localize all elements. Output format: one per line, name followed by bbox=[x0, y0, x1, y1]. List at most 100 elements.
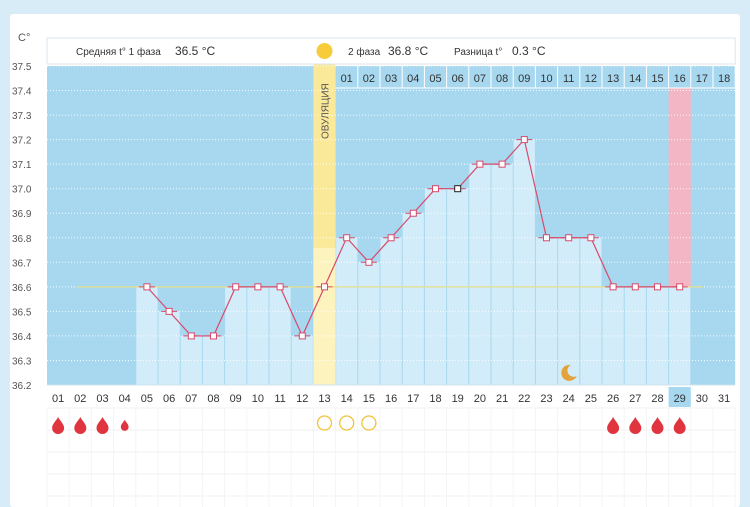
temperature-column bbox=[491, 164, 513, 385]
cycle-day-label: 27 bbox=[629, 393, 641, 405]
temperature-point[interactable] bbox=[387, 234, 395, 242]
temperature-point[interactable] bbox=[232, 283, 240, 291]
cycle-day-label: 21 bbox=[496, 393, 508, 405]
temperature-point[interactable] bbox=[654, 283, 661, 291]
phase1-label: Средняя t° 1 фаза bbox=[76, 46, 161, 58]
temperature-point[interactable] bbox=[165, 307, 173, 315]
highlighted-day-column bbox=[668, 88, 691, 287]
temperature-column bbox=[602, 286, 624, 385]
y-tick-label: 37.4 bbox=[12, 87, 32, 98]
cycle-day-label: 06 bbox=[163, 393, 175, 405]
highlighted-day-cell bbox=[668, 387, 691, 407]
cycle-day-label: 16 bbox=[385, 393, 397, 405]
temperature-point[interactable] bbox=[409, 209, 417, 217]
cycle-day-label: 24 bbox=[563, 393, 575, 405]
temperature-point[interactable] bbox=[343, 234, 351, 242]
cycle-day-label: 25 bbox=[585, 393, 597, 405]
cycle-day-label: 29 bbox=[674, 393, 686, 405]
temperature-point[interactable] bbox=[365, 258, 373, 266]
phase2-day-label: 17 bbox=[696, 73, 708, 85]
ovulation-ring-icon bbox=[361, 415, 377, 431]
phase2-day-label: 04 bbox=[407, 73, 419, 85]
y-unit-label: C° bbox=[18, 32, 30, 44]
temperature-point[interactable] bbox=[143, 283, 151, 291]
cycle-day-label: 07 bbox=[185, 393, 197, 405]
temperature-point[interactable] bbox=[520, 136, 528, 144]
blood-drop-icon bbox=[74, 417, 87, 434]
phase2-day-label: 11 bbox=[563, 73, 574, 85]
cycle-day-label: 09 bbox=[230, 393, 242, 405]
temperature-column bbox=[225, 286, 247, 385]
y-tick-label: 36.2 bbox=[12, 381, 32, 392]
phase2-day-label: 12 bbox=[585, 73, 597, 85]
cycle-day-label: 11 bbox=[274, 393, 285, 405]
temperature-point[interactable] bbox=[543, 234, 550, 242]
temperature-point[interactable] bbox=[565, 234, 573, 242]
cycle-day-label: 28 bbox=[651, 393, 663, 405]
phase2-day-label: 06 bbox=[452, 73, 464, 85]
phase2-day-label: 09 bbox=[518, 73, 530, 85]
moon-icon bbox=[561, 364, 577, 381]
diff-label: Разница t° bbox=[454, 47, 502, 58]
chart-card: 36.2 36.3 36.4 36.5 36.6 36.7 36.8 36.9 37.0 37.1… bbox=[10, 14, 740, 507]
temperature-point[interactable] bbox=[321, 283, 328, 291]
temperature-column bbox=[669, 286, 691, 385]
diff-value: 0.3 °C bbox=[512, 44, 546, 58]
cycle-day-label: 31 bbox=[718, 393, 730, 405]
y-tick-label: 36.4 bbox=[12, 332, 32, 343]
cycle-day-label: 02 bbox=[74, 393, 86, 405]
blood-drop-icon bbox=[96, 417, 109, 434]
temperature-column bbox=[535, 237, 558, 385]
y-tick-label: 36.6 bbox=[12, 283, 32, 294]
y-tick-label: 36.5 bbox=[12, 307, 32, 318]
temperature-point[interactable] bbox=[476, 160, 484, 168]
cycle-day-label: 23 bbox=[540, 393, 552, 405]
temperature-column bbox=[402, 213, 424, 385]
temperature-column bbox=[269, 286, 291, 385]
temperature-point[interactable] bbox=[587, 234, 595, 242]
phase2-day-label: 10 bbox=[540, 73, 552, 85]
cycle-day-label: 20 bbox=[474, 393, 486, 405]
y-tick-label: 37.3 bbox=[12, 111, 32, 122]
sun-icon bbox=[316, 43, 333, 59]
temperature-chart: 36.2 36.3 36.4 36.5 36.6 36.7 36.8 36.9 37.0 37.1… bbox=[12, 32, 736, 507]
temperature-column bbox=[380, 237, 402, 385]
phase2-day-label: 02 bbox=[363, 73, 375, 85]
blood-drop-icon bbox=[673, 417, 686, 434]
phase2-day-label: 16 bbox=[674, 73, 686, 85]
temperature-point[interactable] bbox=[254, 283, 262, 291]
temperature-point[interactable] bbox=[432, 185, 439, 193]
ovulation-ring-icon bbox=[339, 415, 355, 431]
phase2-day-label: 14 bbox=[629, 73, 641, 85]
temperature-point[interactable] bbox=[676, 283, 684, 291]
temperature-point[interactable] bbox=[609, 283, 617, 291]
blood-drop-icon bbox=[629, 417, 642, 434]
y-tick-label: 36.9 bbox=[12, 209, 32, 220]
ovulation-label: ОВУЛЯЦИЯ bbox=[321, 83, 332, 139]
temperature-point[interactable] bbox=[498, 160, 506, 168]
header-bar bbox=[46, 37, 736, 65]
cycle-day-label: 18 bbox=[429, 393, 441, 405]
temperature-point[interactable] bbox=[298, 332, 306, 340]
temperature-point[interactable] bbox=[187, 332, 195, 340]
cycle-day-label: 19 bbox=[452, 393, 464, 405]
phase2-day-label: 18 bbox=[718, 73, 730, 85]
y-tick-label: 37.2 bbox=[12, 136, 32, 147]
temperature-column bbox=[336, 237, 358, 385]
blood-drop-icon bbox=[651, 417, 664, 434]
phase2-value: 36.8 °C bbox=[388, 44, 428, 58]
blood-drop-icon bbox=[120, 419, 129, 431]
cycle-day-label: 26 bbox=[607, 393, 619, 405]
temperature-column bbox=[558, 237, 580, 385]
temperature-point[interactable] bbox=[276, 283, 284, 291]
temperature-column bbox=[469, 164, 491, 385]
y-tick-label: 37.1 bbox=[12, 160, 32, 171]
y-tick-label: 36.8 bbox=[12, 234, 32, 245]
cycle-day-label: 05 bbox=[141, 393, 153, 405]
temperature-point[interactable] bbox=[454, 185, 462, 193]
y-tick-label: 37.5 bbox=[12, 62, 32, 73]
cycle-day-label: 01 bbox=[52, 393, 64, 405]
temperature-point[interactable] bbox=[210, 332, 217, 340]
phase2-label: 2 фаза bbox=[348, 46, 381, 58]
temperature-point[interactable] bbox=[631, 283, 639, 291]
